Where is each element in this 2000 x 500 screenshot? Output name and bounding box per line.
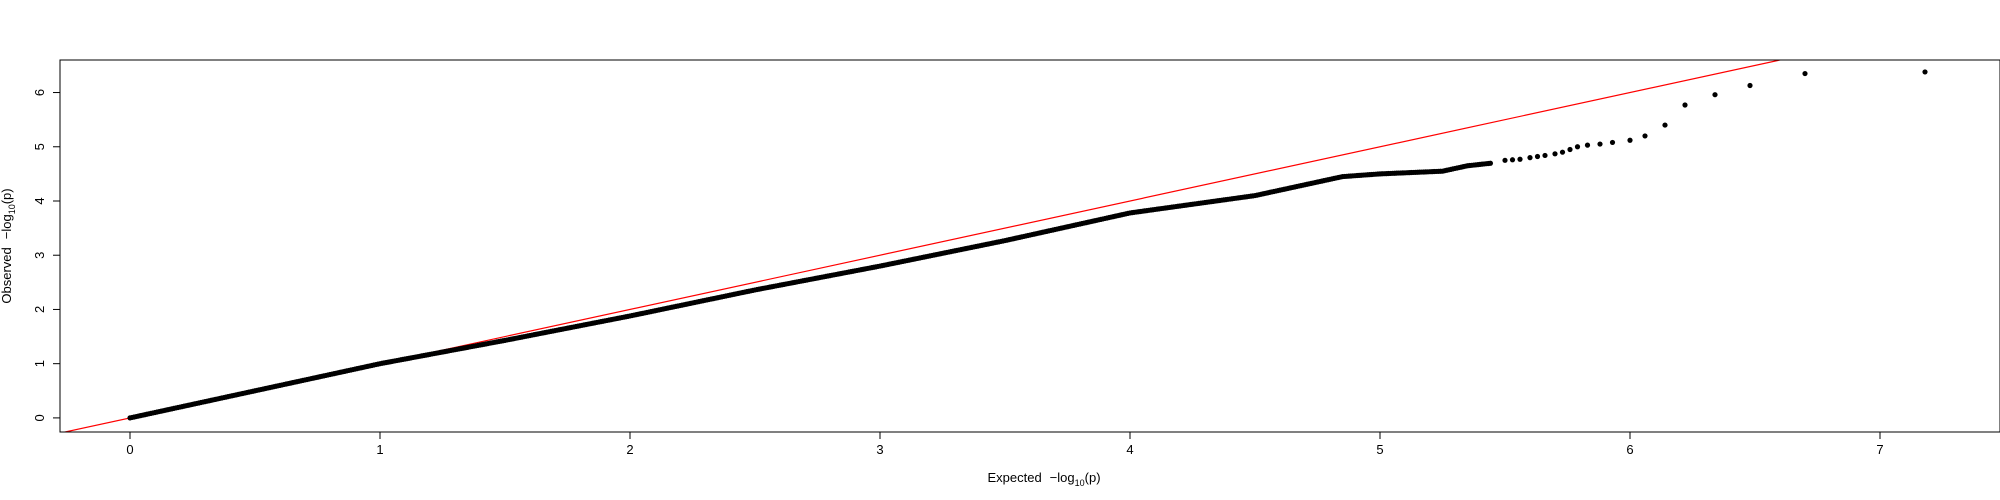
points-layer [127, 69, 1928, 421]
data-point [1517, 156, 1523, 162]
y-tick-label: 0 [32, 414, 47, 421]
data-point [1487, 160, 1494, 166]
data-point [1509, 157, 1516, 163]
x-tick-label: 7 [1876, 442, 1883, 457]
y-axis-title: Observed −log10(p) [0, 188, 17, 303]
x-tick-label: 4 [1126, 442, 1133, 457]
x-tick-label: 1 [376, 442, 383, 457]
y-tick-label: 2 [32, 306, 47, 313]
x-tick-label: 2 [626, 442, 633, 457]
y-tick-label: 6 [32, 89, 47, 96]
data-point [1542, 152, 1548, 159]
plot-frame [59, 59, 2000, 433]
data-point [1922, 69, 1928, 75]
data-point [1712, 92, 1718, 98]
x-axis-title-prefix: Expected [987, 470, 1041, 485]
y-axis: 0 1 2 3 4 5 6 [32, 89, 60, 422]
y-tick-label: 1 [32, 360, 47, 367]
data-point [1597, 141, 1603, 147]
data-point [1574, 144, 1581, 150]
data-point [1662, 122, 1668, 128]
y-axis-title-sub: 10 [7, 204, 17, 214]
y-tick-label: 3 [32, 252, 47, 259]
y-axis-title-arg: (p) [0, 188, 14, 204]
data-point [1559, 149, 1566, 155]
data-point [1534, 153, 1541, 160]
data-point [1527, 155, 1533, 161]
data-point [1609, 139, 1616, 146]
y-tick-label: 5 [32, 143, 47, 150]
x-tick-label: 6 [1626, 442, 1633, 457]
y-axis-title-prefix: Observed [0, 247, 14, 303]
data-point [1567, 146, 1573, 153]
x-axis: 0 1 2 3 4 5 6 7 [126, 432, 1884, 457]
data-point [1627, 137, 1633, 143]
data-point [1802, 70, 1808, 77]
y-tick-label: 4 [32, 197, 47, 204]
data-point [1642, 133, 1648, 139]
data-point [1584, 142, 1591, 148]
x-axis-title-func: −log [1050, 470, 1075, 485]
x-tick-label: 5 [1376, 442, 1383, 457]
x-axis-title-arg: (p) [1085, 470, 1101, 485]
y-axis-title-func: −log [0, 214, 14, 239]
x-axis-title: Expected −log10(p) [987, 470, 1100, 488]
data-point [1552, 151, 1558, 157]
data-point [1747, 82, 1753, 89]
x-tick-label: 3 [876, 442, 883, 457]
x-tick-label: 0 [126, 442, 133, 457]
data-point [1502, 157, 1508, 163]
data-point [1682, 102, 1688, 108]
x-axis-title-sub: 10 [1075, 478, 1085, 488]
